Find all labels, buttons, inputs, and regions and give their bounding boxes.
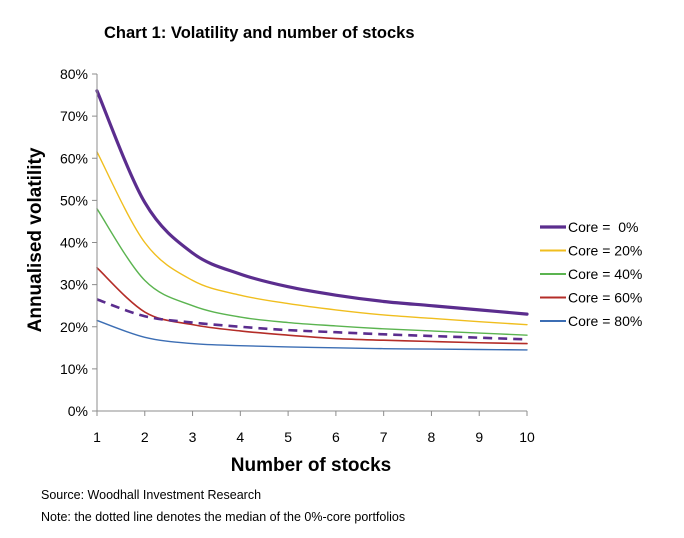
x-tick-label: 3 bbox=[189, 429, 197, 445]
y-tick-label: 40% bbox=[60, 235, 88, 251]
series-lines bbox=[95, 89, 529, 351]
x-tick-label: 1 bbox=[93, 429, 101, 445]
legend-label-core-80: Core = 80% bbox=[568, 313, 642, 329]
series-line-core-40 bbox=[96, 208, 528, 336]
x-tick-label: 8 bbox=[428, 429, 436, 445]
y-tick-label: 80% bbox=[60, 66, 88, 82]
y-axis-label: Annualised volatility bbox=[25, 147, 46, 332]
y-tick-label: 60% bbox=[60, 150, 88, 166]
x-axis-label: Number of stocks bbox=[231, 455, 391, 476]
y-tick-label: 0% bbox=[68, 403, 88, 419]
source-note: Source: Woodhall Investment Research bbox=[41, 488, 262, 502]
y-tick-label: 30% bbox=[60, 277, 88, 293]
x-tick-label: 5 bbox=[284, 429, 292, 445]
x-tick-label: 9 bbox=[475, 429, 483, 445]
x-tick-label: 6 bbox=[332, 429, 340, 445]
x-tick-label: 10 bbox=[519, 429, 535, 445]
y-tick-label: 50% bbox=[60, 192, 88, 208]
series-line-core-0 bbox=[95, 89, 529, 316]
y-tick-label: 70% bbox=[60, 108, 88, 124]
x-tick-label: 7 bbox=[380, 429, 388, 445]
dotted-line-note: Note: the dotted line denotes the median… bbox=[41, 510, 406, 524]
series-line-core-80 bbox=[96, 319, 528, 351]
legend-label-core-40: Core = 40% bbox=[568, 266, 642, 282]
legend-label-core-60: Core = 60% bbox=[568, 290, 642, 306]
x-tick-label: 2 bbox=[141, 429, 149, 445]
y-axis-ticks: 0% 10% 20% 30% 40% 50% 60% 70% 80% bbox=[60, 66, 97, 419]
series-line-core-20 bbox=[96, 151, 528, 326]
x-tick-label: 4 bbox=[236, 429, 244, 445]
legend-label-core-0: Core = 0% bbox=[568, 219, 638, 235]
legend: Core = 0% Core = 20% Core = 40% Core = 60% C… bbox=[540, 219, 642, 329]
median-dashed-line bbox=[96, 298, 528, 341]
legend-label-core-20: Core = 20% bbox=[568, 243, 642, 259]
chart-title: Chart 1: Volatility and number of stocks bbox=[104, 24, 415, 42]
x-axis-ticks: 1 2 3 4 5 6 7 8 9 10 bbox=[93, 411, 535, 445]
y-tick-label: 20% bbox=[60, 319, 88, 335]
series-line-core-60 bbox=[96, 266, 528, 345]
y-tick-label: 10% bbox=[60, 361, 88, 377]
